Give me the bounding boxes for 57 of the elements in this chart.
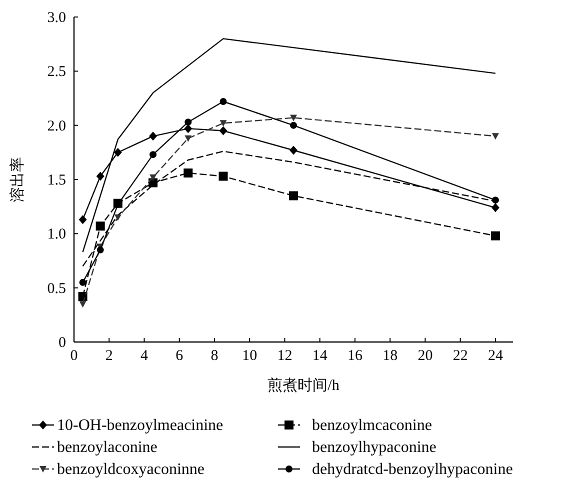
y-tick-label: 2.5	[47, 64, 66, 80]
point	[219, 126, 228, 136]
point	[96, 222, 105, 231]
point	[79, 301, 86, 308]
x-tick-label: 0	[70, 348, 78, 364]
point	[184, 124, 192, 134]
legend-label: 10-OH-benzoylmeacinine	[57, 417, 224, 434]
legend-label: dehydratcd-benzoylhypaconine	[312, 461, 513, 478]
point	[78, 215, 87, 224]
y-tick-label: 3.0	[47, 10, 66, 26]
point	[290, 122, 297, 129]
y-tick-label: 2.0	[47, 118, 66, 134]
x-tick-label: 10	[242, 348, 258, 364]
point	[184, 135, 192, 142]
x-tick-label: 24	[488, 348, 504, 364]
point	[490, 231, 500, 240]
y-tick-label: 0.5	[47, 280, 66, 297]
y-tick-label: 0	[58, 335, 66, 351]
x-tick-label: 20	[418, 348, 433, 364]
point	[114, 214, 122, 221]
point	[96, 246, 104, 254]
point	[114, 148, 122, 157]
point	[184, 168, 193, 178]
x-axis-title: 煎煮时间/h	[268, 377, 340, 394]
x-tick-label: 16	[347, 348, 363, 364]
x-tick-label: 8	[210, 348, 218, 364]
x-tick-label: 2	[105, 348, 113, 364]
point	[78, 292, 88, 301]
x-tick-label: 14	[312, 348, 328, 364]
point	[289, 191, 298, 200]
point	[492, 196, 499, 204]
point	[220, 98, 227, 105]
point	[150, 174, 157, 181]
point	[492, 133, 499, 140]
point	[184, 118, 192, 126]
point	[79, 278, 86, 286]
y-tick-label: 1.5	[47, 172, 66, 188]
y-tick-label: 1.0	[47, 226, 66, 243]
x-tick-label: 12	[277, 348, 292, 364]
legend-label: benzoylaconine	[57, 439, 158, 456]
x-tick-label: 6	[176, 348, 184, 364]
point	[290, 146, 298, 155]
line-series	[82, 38, 496, 253]
point	[150, 151, 157, 158]
x-tick-label: 18	[382, 348, 398, 364]
point	[491, 203, 500, 212]
y-axis-title: 溶出率	[9, 157, 26, 202]
legend-label: benzoylhypaconine	[312, 439, 436, 456]
point	[220, 120, 227, 127]
point	[218, 172, 228, 181]
legend-label: benzoyldcoxyaconinne	[57, 461, 204, 478]
point	[290, 114, 297, 122]
x-tick-label: 22	[452, 348, 468, 364]
point	[149, 132, 158, 141]
x-tick-label: 4	[140, 348, 148, 364]
point	[96, 172, 104, 181]
legend-label: benzoylmcaconine	[312, 417, 432, 434]
